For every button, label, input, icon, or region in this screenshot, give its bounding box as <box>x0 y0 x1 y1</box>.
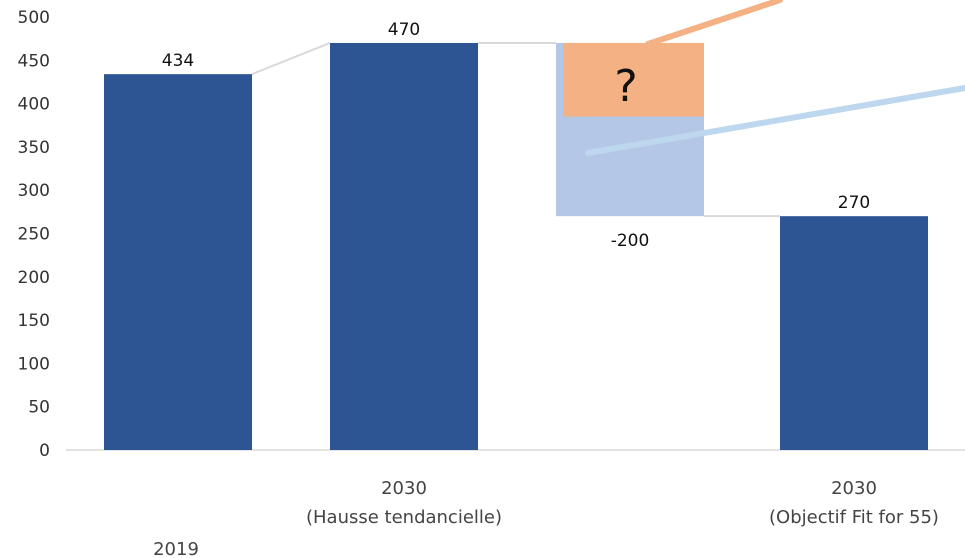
connector-line <box>251 42 331 76</box>
blue-pointer-line <box>585 85 965 156</box>
y-tick-label: 450 <box>18 51 50 71</box>
pointer-lines <box>585 0 965 156</box>
category-labels: 2019 2030 (Hausse tendancielle) 2030 (Object… <box>153 478 939 558</box>
y-tick-label: 50 <box>28 398 50 418</box>
y-tick-label: 300 <box>18 181 50 201</box>
category-label-2030-hausse: 2030 <box>381 478 427 499</box>
data-label-2019: 434 <box>162 51 194 71</box>
connectors <box>251 41 780 218</box>
y-tick-label: 150 <box>18 311 50 331</box>
bar-2030-fit55 <box>780 216 928 450</box>
y-axis: 0 50 100 150 200 250 300 350 400 450 500 <box>18 8 965 461</box>
y-tick-label: 400 <box>18 95 50 115</box>
y-tick-label: 350 <box>18 138 50 158</box>
data-labels: 434 470? -200 270 <box>162 20 870 251</box>
bar-2019 <box>104 74 252 450</box>
y-tick-label: 500 <box>18 8 50 28</box>
data-label-2030-fit55: 270 <box>838 193 870 213</box>
y-tick-label: 250 <box>18 225 50 245</box>
unknown-question-mark: ? <box>614 61 637 112</box>
y-tick-label: 200 <box>18 268 50 288</box>
category-label-2030-fit55: (Objectif Fit for 55) <box>769 507 939 528</box>
data-label-reduction: -200 <box>611 231 650 251</box>
category-label-2030-fit55: 2030 <box>831 478 877 499</box>
category-label-2030-hausse: (Hausse tendancielle) <box>306 507 502 528</box>
bar-2030-hausse <box>330 42 478 450</box>
bar-unknown-portion <box>563 42 704 117</box>
orange-pointer-line <box>645 0 783 47</box>
category-label-2019: 2019 <box>153 539 199 558</box>
y-tick-label: 100 <box>18 354 50 374</box>
y-tick-label: 0 <box>39 441 50 461</box>
data-label-2030-hausse: 470 <box>388 20 420 40</box>
bars <box>104 42 928 450</box>
